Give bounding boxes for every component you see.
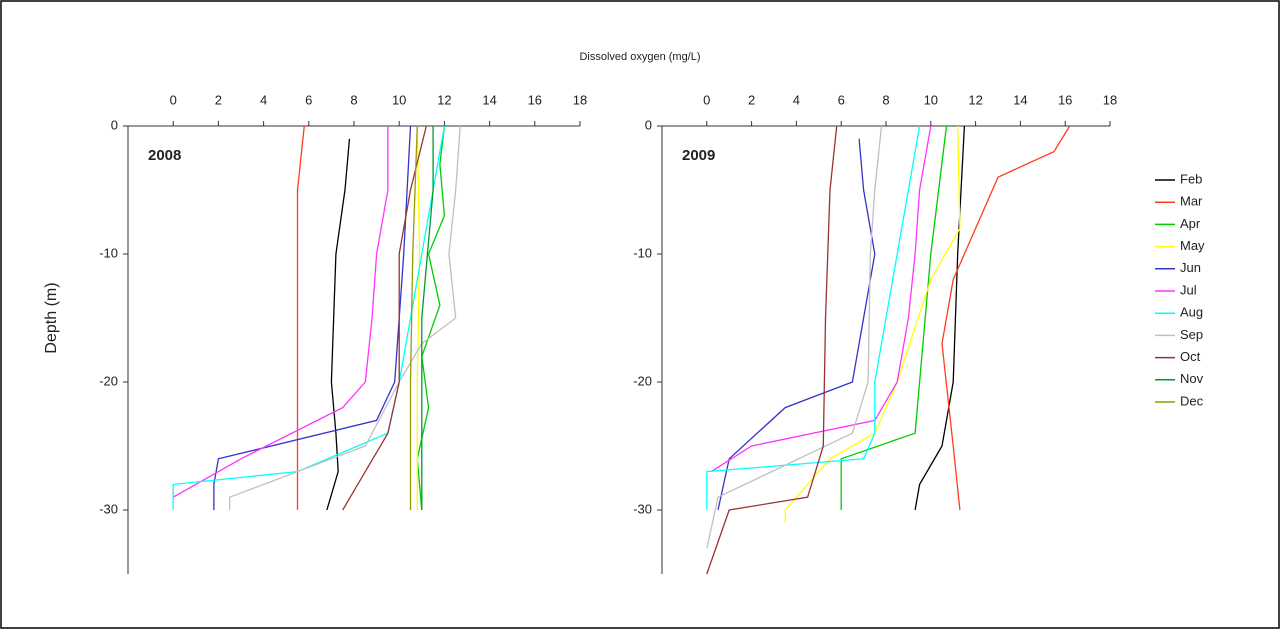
legend-label: Sep <box>1180 327 1203 342</box>
profile-line <box>416 125 446 511</box>
x-tick-label: 6 <box>305 92 312 107</box>
x-tick-label: 6 <box>838 92 845 107</box>
panel-label: 2008 <box>148 147 181 164</box>
y-tick-label: 0 <box>111 117 118 132</box>
profile-line <box>840 125 948 510</box>
profile-line <box>941 125 1071 511</box>
x-tick-label: 4 <box>793 92 800 107</box>
x-tick-label: 10 <box>924 92 938 107</box>
legend-label: Oct <box>1180 349 1201 364</box>
y-tick-label: -10 <box>99 245 118 260</box>
profile-line <box>296 125 305 510</box>
profile-line <box>326 138 351 511</box>
x-tick-label: 18 <box>1103 92 1117 107</box>
legend-label: Aug <box>1180 305 1203 320</box>
legend-label: Feb <box>1180 171 1202 186</box>
profile-line <box>914 125 966 511</box>
x-tick-label: 4 <box>260 92 267 107</box>
y-axis-label: Depth (m) <box>43 282 60 353</box>
profile-line <box>416 125 421 510</box>
profile-line <box>706 125 921 510</box>
profile-line <box>172 126 389 498</box>
legend-label: Dec <box>1180 393 1204 408</box>
profile-line <box>784 125 961 523</box>
x-tick-label: 0 <box>170 92 177 107</box>
profile-line <box>421 126 434 510</box>
x-tick-label: 14 <box>1013 92 1027 107</box>
profile-line <box>342 125 427 511</box>
profile-line <box>706 125 883 549</box>
chart-title: Dissolved oxygen (mg/L) <box>579 51 700 63</box>
y-tick-label: -20 <box>633 373 652 388</box>
legend-label: Jun <box>1180 260 1201 275</box>
x-tick-label: 12 <box>437 92 451 107</box>
profile-line <box>710 125 932 473</box>
y-tick-label: -30 <box>633 501 652 516</box>
x-tick-label: 16 <box>1058 92 1072 107</box>
legend-label: Jul <box>1180 282 1197 297</box>
x-tick-label: 16 <box>528 92 542 107</box>
y-tick-label: -30 <box>99 501 118 516</box>
legend-label: May <box>1180 238 1205 253</box>
x-tick-label: 10 <box>392 92 406 107</box>
profile-line <box>706 125 838 575</box>
x-tick-label: 12 <box>968 92 982 107</box>
y-tick-label: 0 <box>645 117 652 132</box>
profile-line <box>213 125 412 510</box>
y-tick-label: -20 <box>99 373 118 388</box>
x-tick-label: 0 <box>703 92 710 107</box>
profile-line <box>409 125 418 510</box>
y-tick-label: -10 <box>633 245 652 260</box>
x-tick-label: 2 <box>748 92 755 107</box>
legend-label: Nov <box>1180 371 1204 386</box>
x-tick-label: 8 <box>350 92 357 107</box>
legend-label: Mar <box>1180 194 1203 209</box>
x-tick-label: 8 <box>882 92 889 107</box>
x-tick-label: 2 <box>215 92 222 107</box>
x-tick-label: 18 <box>573 92 587 107</box>
panel-label: 2009 <box>682 147 715 164</box>
x-tick-label: 14 <box>482 92 496 107</box>
legend-label: Apr <box>1180 216 1201 231</box>
profile-line <box>717 138 876 511</box>
